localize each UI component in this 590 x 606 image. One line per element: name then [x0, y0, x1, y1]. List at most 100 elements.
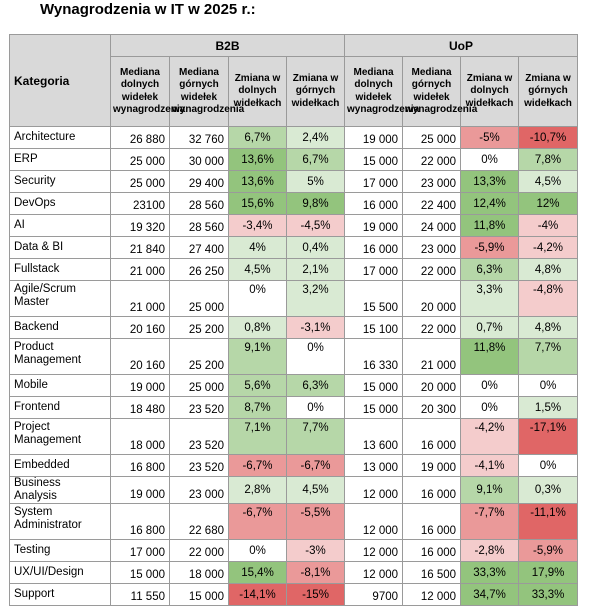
b2b-change-low-cell: -14,1% [228, 583, 287, 606]
table-row: DevOps 23100 28 560 15,6% 9,8% 16 000 22 400 12… [9, 192, 579, 215]
uop-change-low-cell: 33,3% [460, 561, 520, 584]
category-cell: UX/UI/Design [9, 561, 111, 584]
b2b-high-cell: 25 000 [169, 374, 229, 397]
b2b-low-header: Mediana dolnych widełek wynagrodzenia [110, 56, 185, 127]
b2b-change-high-cell: -3% [285, 539, 346, 562]
table-row: Security 25 000 29 400 13,6% 5% 17 000 23 000 1… [9, 170, 579, 193]
b2b-change-high-cell: 6,7% [285, 148, 346, 171]
uop-change-low-cell: 6,3% [460, 258, 520, 281]
b2b-low-cell: 26 880 [110, 126, 170, 149]
b2b-change-high-cell: -8,1% [285, 561, 346, 584]
category-cell: Architecture [9, 126, 111, 149]
uop-low-header: Mediana dolnych widełek wynagrodzenia [344, 56, 419, 127]
b2b-change-low-cell: 13,6% [228, 148, 287, 171]
b2b-high-cell: 23 520 [169, 454, 229, 477]
uop-change-high-header: Zmiana w górnych widełkach [518, 56, 579, 127]
b2b-high-cell: 26 250 [169, 258, 229, 281]
b2b-high-cell: 27 400 [169, 236, 229, 259]
uop-low-cell: 15 000 [344, 374, 404, 397]
b2b-change-low-cell: 4,5% [228, 258, 287, 281]
uop-change-high-cell: -5,9% [518, 539, 579, 562]
uop-low-cell: 12 000 [344, 476, 404, 504]
uop-change-low-cell: -5% [460, 126, 520, 149]
uop-high-cell: 12 000 [402, 583, 462, 606]
uop-change-high-cell: -4% [518, 214, 579, 237]
uop-high-cell: 22 000 [402, 258, 462, 281]
uop-high-cell: 22 400 [402, 192, 462, 215]
category-cell: Agile/Scrum Master [9, 280, 111, 317]
uop-change-high-cell: 0,3% [518, 476, 579, 504]
b2b-change-high-cell: -15% [285, 583, 346, 606]
uop-group-header: UoP [344, 34, 579, 57]
b2b-change-low-cell: 0,8% [228, 316, 287, 339]
category-cell: System Administrator [9, 503, 111, 540]
uop-high-cell: 21 000 [402, 338, 462, 375]
uop-change-low-cell: -7,7% [460, 503, 520, 540]
b2b-low-cell: 21 000 [110, 258, 170, 281]
uop-low-cell: 15 500 [344, 280, 404, 317]
b2b-change-high-cell: 5% [285, 170, 346, 193]
b2b-low-cell: 18 000 [110, 418, 170, 455]
b2b-change-high-cell: 3,2% [285, 280, 346, 317]
salary-table: Kategoria B2B UoP Mediana dolnych widełe… [9, 34, 579, 606]
uop-change-low-cell: -2,8% [460, 539, 520, 562]
table-body: Architecture 26 880 32 760 6,7% 2,4% 19 000 25… [9, 126, 579, 606]
b2b-change-low-cell: 7,1% [228, 418, 287, 455]
b2b-change-high-cell: 2,1% [285, 258, 346, 281]
category-cell: DevOps [9, 192, 111, 215]
b2b-change-low-cell: -3,4% [228, 214, 287, 237]
column-header-row: Mediana dolnych widełek wynagrodzenia Me… [10, 56, 579, 127]
table-row: System Administrator 16 800 22 680 -6,7% -5,… [9, 503, 579, 540]
b2b-change-high-cell: -4,5% [285, 214, 346, 237]
uop-low-cell: 13 000 [344, 454, 404, 477]
table-row: Support 11 550 15 000 -14,1% -15% 9700 12 000 3… [9, 583, 579, 606]
b2b-high-cell: 25 200 [169, 316, 229, 339]
b2b-high-cell: 30 000 [169, 148, 229, 171]
uop-low-cell: 16 000 [344, 192, 404, 215]
uop-change-low-cell: 9,1% [460, 476, 520, 504]
b2b-low-cell: 16 800 [110, 503, 170, 540]
b2b-change-high-header: Zmiana w górnych widełkach [285, 56, 346, 127]
b2b-high-cell: 29 400 [169, 170, 229, 193]
uop-low-cell: 12 000 [344, 561, 404, 584]
uop-low-cell: 12 000 [344, 503, 404, 540]
uop-change-high-cell: 17,9% [518, 561, 579, 584]
group-header-row: Kategoria B2B UoP [9, 34, 579, 127]
category-cell: Project Management [9, 418, 111, 455]
b2b-low-cell: 16 800 [110, 454, 170, 477]
b2b-change-low-cell: 5,6% [228, 374, 287, 397]
b2b-change-low-cell: 0% [228, 280, 287, 317]
b2b-low-cell: 11 550 [110, 583, 170, 606]
uop-change-low-cell: 0,7% [460, 316, 520, 339]
b2b-high-cell: 23 000 [169, 476, 229, 504]
table-row: Agile/Scrum Master 21 000 25 000 0% 3,2% 15 5… [9, 280, 579, 317]
table-row: Backend 20 160 25 200 0,8% -3,1% 15 100 22 000… [9, 316, 579, 339]
b2b-low-cell: 23100 [110, 192, 170, 215]
uop-change-low-cell: 11,8% [460, 338, 520, 375]
table-row: ERP 25 000 30 000 13,6% 6,7% 15 000 22 000 0% 7,… [9, 148, 579, 171]
b2b-high-cell: 25 000 [169, 280, 229, 317]
uop-high-cell: 16 000 [402, 418, 462, 455]
uop-low-cell: 17 000 [344, 258, 404, 281]
table-row: Architecture 26 880 32 760 6,7% 2,4% 19 000 25… [9, 126, 579, 149]
uop-change-high-cell: 0% [518, 374, 579, 397]
b2b-change-low-cell: 2,8% [228, 476, 287, 504]
category-cell: ERP [9, 148, 111, 171]
uop-high-cell: 16 500 [402, 561, 462, 584]
b2b-group-header: B2B [109, 34, 346, 57]
b2b-low-cell: 21 000 [110, 280, 170, 317]
b2b-change-low-cell: -6,7% [228, 503, 287, 540]
uop-low-cell: 9700 [344, 583, 404, 606]
b2b-change-low-cell: 15,6% [228, 192, 287, 215]
category-cell: Security [9, 170, 111, 193]
category-cell: Product Management [9, 338, 111, 375]
category-cell: Testing [9, 539, 111, 562]
uop-high-cell: 25 000 [402, 126, 462, 149]
uop-change-high-cell: -17,1% [518, 418, 579, 455]
uop-change-low-cell: 12,4% [460, 192, 520, 215]
table-row: Data & BI 21 840 27 400 4% 0,4% 16 000 23 000-… [9, 236, 579, 259]
b2b-change-high-cell: 7,7% [285, 418, 346, 455]
category-header: Kategoria [9, 34, 111, 127]
uop-change-high-cell: -4,8% [518, 280, 579, 317]
b2b-low-cell: 21 840 [110, 236, 170, 259]
